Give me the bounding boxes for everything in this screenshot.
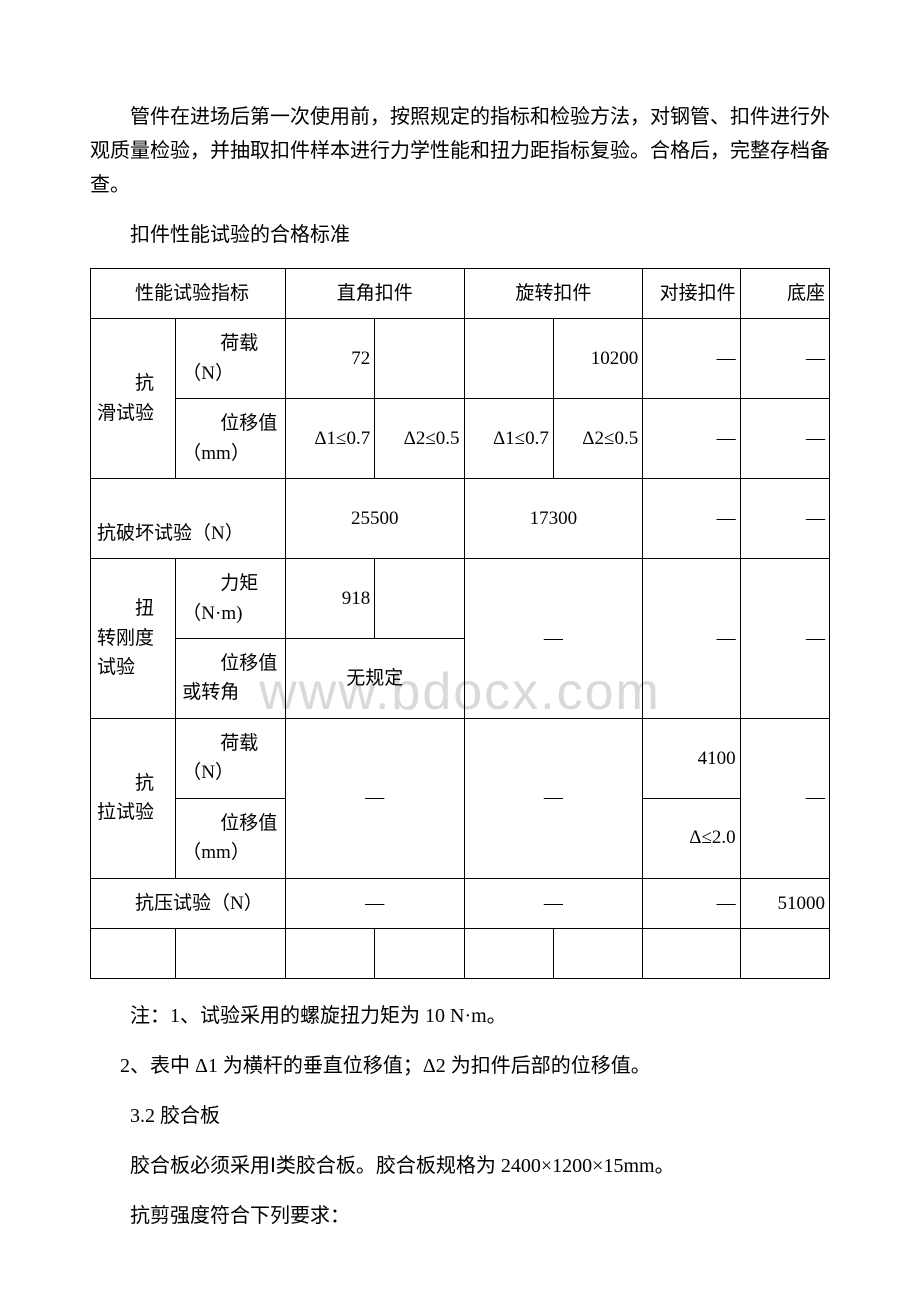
table-row: 抗滑试验 荷载（N） 72 10200 — — [91,319,830,399]
cell-empty [375,929,464,979]
cell-slip-v1b [375,319,464,399]
cell-torsion-v1a: 918 [285,559,374,639]
cell-compress-v1: — [285,878,464,928]
table-row: 抗压试验（N） — — — 51000 [91,878,830,928]
cell-compress-label: 抗压试验（N） [91,878,286,928]
header-cell-butt: 对接扣件 [643,269,740,319]
cell-break-v2: 17300 [464,479,643,559]
paragraph-note2: 2、表中 Δ1 为横杆的垂直位移值；Δ2 为扣件后部的位移值。 [90,1049,830,1083]
cell-tension-v3a: 4100 [643,718,740,798]
page-content: 管件在进场后第一次使用前，按照规定的指标和检验方法，对钢管、扣件进行外观质量检验… [90,100,830,1233]
cell-slip-d1a: Δ1≤0.7 [285,399,374,479]
cell-slip-c4-disp: — [740,399,829,479]
cell-empty [176,929,286,979]
header-cell-indicator: 性能试验指标 [91,269,286,319]
cell-slip-d2a: Δ1≤0.7 [464,399,553,479]
cell-slip-label: 抗滑试验 [91,319,176,479]
header-cell-rotation: 旋转扣件 [464,269,643,319]
cell-compress-v4: 51000 [740,878,829,928]
table-row: 扭转刚度试验 力矩（N·m) 918 — — — [91,559,830,639]
cell-slip-disp-label: 位移值（mm） [176,399,286,479]
paragraph-intro: 管件在进场后第一次使用前，按照规定的指标和检验方法，对钢管、扣件进行外观质量检验… [90,100,830,202]
cell-torsion-v2: — [464,559,643,719]
table-row: 抗拉试验 荷载（N） — — 4100 — [91,718,830,798]
table-row: 位移值（mm） Δ1≤0.7 Δ2≤0.5 Δ1≤0.7 Δ2≤0.5 — — [91,399,830,479]
header-cell-base: 底座 [740,269,829,319]
cell-torsion-v1a-empty [375,559,464,639]
paragraph-table-title: 扣件性能试验的合格标准 [90,218,830,252]
paragraph-note1: 注：1、试验采用的螺旋扭力矩为 10 N·m。 [90,999,830,1033]
cell-empty [91,929,176,979]
cell-empty [464,929,553,979]
cell-slip-d2b: Δ2≤0.5 [553,399,642,479]
table-row: 性能试验指标 直角扣件 旋转扣件 对接扣件 底座 [91,269,830,319]
cell-compress-v3: — [643,878,740,928]
cell-slip-c3-disp: — [643,399,740,479]
cell-slip-d1b: Δ2≤0.5 [375,399,464,479]
cell-tension-disp-label: 位移值（mm） [176,798,286,878]
cell-slip-c4-load: — [740,319,829,399]
cell-slip-v2a [464,319,553,399]
cell-empty [740,929,829,979]
cell-empty [553,929,642,979]
cell-torsion-v3: — [643,559,740,719]
cell-torsion-label: 扭转刚度试验 [91,559,176,719]
cell-tension-v3b: Δ≤2.0 [643,798,740,878]
cell-compress-v2: — [464,878,643,928]
paragraph-plywood: 胶合板必须采用Ⅰ类胶合板。胶合板规格为 2400×1200×15mm。 [90,1149,830,1183]
cell-tension-v4: — [740,718,829,878]
cell-tension-v2: — [464,718,643,878]
cell-empty [285,929,374,979]
cell-slip-load-label: 荷载（N） [176,319,286,399]
cell-break-v3: — [643,479,740,559]
table-row [91,929,830,979]
cell-torsion-v1b: 无规定 [285,638,464,718]
cell-torsion-moment-label: 力矩（N·m) [176,559,286,639]
cell-break-label: 抗破坏试验（N） [91,479,286,559]
paragraph-shear: 抗剪强度符合下列要求： [90,1199,830,1233]
cell-slip-v1a: 72 [285,319,374,399]
cell-tension-v1: — [285,718,464,878]
spec-table: 性能试验指标 直角扣件 旋转扣件 对接扣件 底座 抗滑试验 荷载（N） 72 1… [90,268,830,979]
cell-slip-v2b: 10200 [553,319,642,399]
cell-break-v1: 25500 [285,479,464,559]
header-cell-right-angle: 直角扣件 [285,269,464,319]
cell-break-v4: — [740,479,829,559]
cell-slip-c3-load: — [643,319,740,399]
cell-torsion-disp-label: 位移值或转角 [176,638,286,718]
paragraph-sec32: 3.2 胶合板 [90,1099,830,1133]
cell-tension-load-label: 荷载（N） [176,718,286,798]
cell-empty [643,929,740,979]
table-row: 抗破坏试验（N） 25500 17300 — — [91,479,830,559]
cell-tension-label: 抗拉试验 [91,718,176,878]
cell-torsion-v4: — [740,559,829,719]
